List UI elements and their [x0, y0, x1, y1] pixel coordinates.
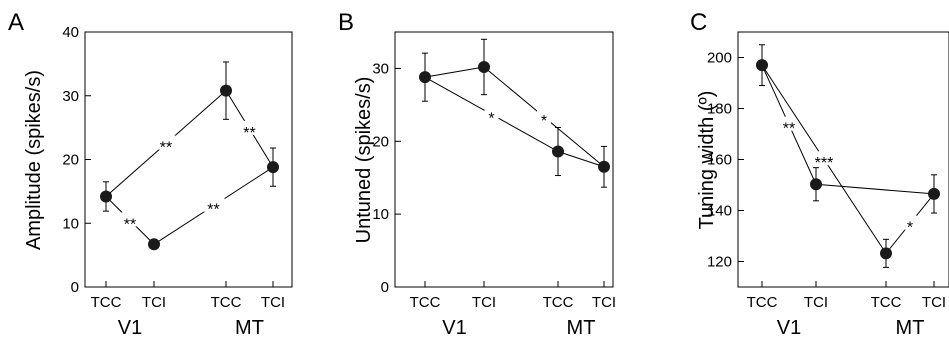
significance-bg: [202, 197, 225, 212]
connector-line: [815, 183, 935, 195]
y-tick-label: 0: [381, 279, 389, 296]
significance-bg: [903, 215, 917, 230]
panel-letter: A: [8, 9, 24, 36]
x-tick-label: TCI: [592, 294, 616, 311]
group-label: MT: [567, 317, 596, 339]
group-label: V1: [118, 317, 142, 339]
significance-bg: [809, 151, 839, 166]
significance-label: **: [124, 216, 136, 233]
x-tick-label: TCC: [410, 294, 441, 311]
data-point: [419, 71, 431, 84]
x-tick-label: TCC: [747, 294, 778, 311]
y-tick-label: 140: [707, 203, 732, 220]
data-point: [552, 145, 564, 158]
axes-box: [394, 31, 614, 288]
axes-box: [737, 31, 949, 288]
x-tick-label: TCI: [472, 294, 496, 311]
y-tick-label: 20: [372, 133, 389, 150]
data-point: [756, 59, 768, 72]
group-label: MT: [235, 317, 264, 339]
group-label: MT: [896, 317, 925, 339]
x-tick-label: TCC: [871, 294, 902, 311]
y-axis-label: Tuning width (º): [696, 91, 718, 230]
y-tick-label: 10: [62, 215, 79, 232]
x-tick-label: TCI: [142, 294, 166, 311]
y-tick-label: 180: [707, 101, 732, 118]
y-tick-label: 20: [62, 152, 79, 169]
significance-label: **: [783, 121, 795, 138]
group-label: V1: [442, 317, 466, 339]
x-tick-label: TCC: [91, 294, 122, 311]
y-tick-label: 160: [707, 152, 732, 169]
significance-bg: [537, 108, 551, 123]
data-point: [478, 60, 490, 73]
y-tick-label: 10: [372, 206, 389, 223]
significance-label: **: [243, 125, 255, 142]
y-tick-label: 30: [372, 60, 389, 77]
data-point: [880, 247, 892, 260]
axes-box: [84, 31, 293, 288]
significance-label: *: [907, 220, 913, 237]
data-point: [100, 190, 112, 203]
x-tick-label: TCI: [261, 294, 285, 311]
connector-line: [557, 151, 605, 168]
significance-bg: [119, 212, 141, 227]
y-tick-label: 40: [62, 24, 79, 41]
y-tick-label: 0: [71, 279, 79, 296]
data-point: [267, 161, 279, 174]
x-tick-label: TCC: [211, 294, 242, 311]
data-point: [810, 178, 822, 191]
data-point: [598, 160, 610, 173]
significance-label: *: [488, 110, 494, 127]
data-point: [928, 187, 940, 200]
panel-letter: B: [338, 9, 354, 36]
significance-label: **: [207, 202, 219, 219]
panel-letter: C: [690, 9, 707, 36]
y-axis-label: Untuned (spikes/s): [353, 77, 375, 244]
significance-label: ***: [815, 155, 834, 172]
significance-bg: [155, 135, 177, 150]
significance-label: **: [160, 140, 172, 157]
y-tick-label: 200: [707, 50, 732, 67]
chart-panel-c: C 120 140 160 180 200 Tuning width (º) TCC TCI TC…: [690, 9, 949, 339]
x-tick-label: TCI: [804, 294, 828, 311]
x-tick-label: TCC: [543, 294, 574, 311]
group-label: V1: [777, 317, 801, 339]
y-axis-label: Amplitude (spikes/s): [23, 70, 45, 250]
y-tick-label: 120: [707, 254, 732, 271]
data-point: [148, 238, 160, 251]
significance-bg: [778, 116, 800, 131]
x-tick-label: TCI: [922, 294, 946, 311]
connector-line: [424, 66, 485, 78]
significance-bg: [484, 106, 499, 121]
data-point: [220, 84, 232, 97]
y-tick-label: 30: [62, 88, 79, 105]
chart-panel-a: A 0 10 20 30 40 Amplitude (spikes/s) TCC TCI TCC T…: [8, 9, 293, 339]
significance-label: *: [541, 113, 547, 130]
significance-bg: [238, 120, 261, 135]
